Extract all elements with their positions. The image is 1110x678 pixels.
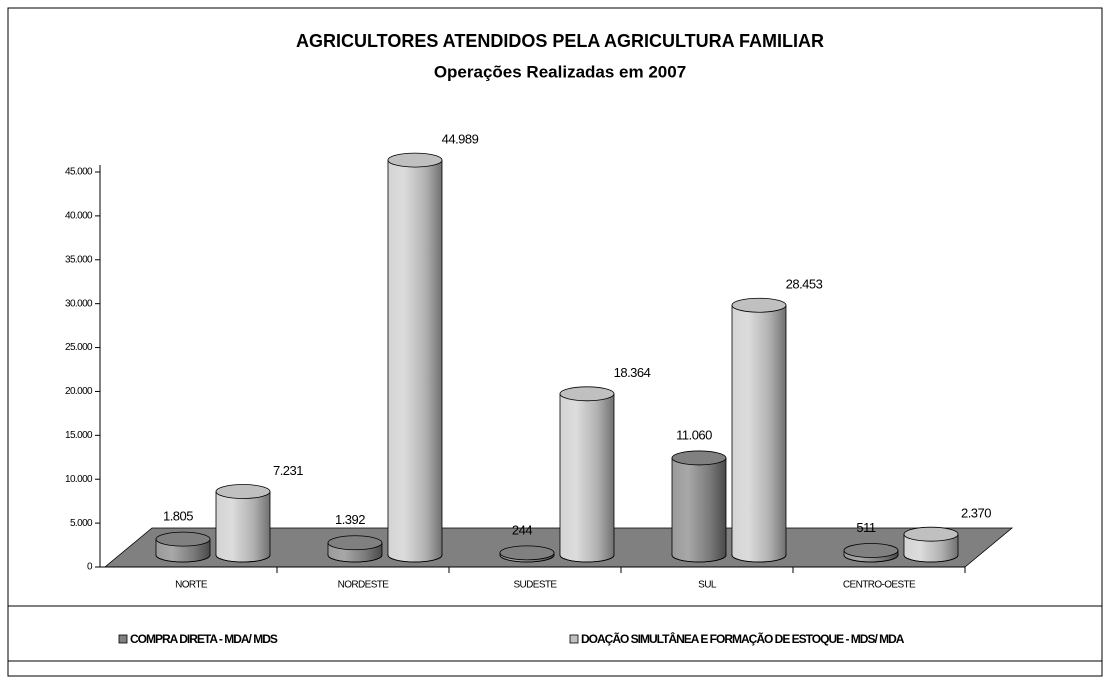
bar-side [387, 160, 443, 563]
bar-top [215, 484, 271, 499]
bar [843, 543, 899, 563]
bar-top [387, 152, 443, 168]
bar-top [903, 526, 959, 542]
value-label: 2.370 [961, 506, 991, 521]
bar [903, 526, 959, 563]
bar-top [155, 531, 211, 547]
x-tick-label: SUDESTE [513, 580, 557, 591]
y-tick-label: 5.000 [70, 518, 93, 529]
x-tick-label: NORDESTE [338, 580, 390, 591]
bar-top [327, 535, 383, 551]
y-tick-label: 35.000 [65, 254, 93, 265]
bar-side [671, 457, 727, 563]
x-tick-label: SUL [698, 580, 717, 591]
bar-side [215, 491, 271, 563]
bar [327, 535, 383, 563]
bar-side [903, 534, 959, 563]
bar-body [672, 457, 726, 555]
legend-label: COMPRA DIRETA - MDA/ MDS [130, 632, 278, 646]
y-tick-label: 40.000 [65, 211, 93, 222]
bar-top [731, 297, 787, 313]
bar-side [731, 305, 787, 563]
x-tick-label: NORTE [175, 580, 208, 591]
x-tick-label: CENTRO-OESTE [843, 580, 916, 591]
bar-top [559, 386, 615, 402]
chart-subtitle: Operações Realizadas em 2007 [434, 62, 686, 81]
y-tick-label: 10.000 [65, 474, 93, 485]
bar-side [559, 393, 615, 563]
y-tick-label: 20.000 [65, 386, 93, 397]
legend-label: DOAÇÃO SIMULTÂNEA E FORMAÇÃO DE ESTOQUE … [581, 631, 905, 646]
y-tick-label: 0 [87, 562, 93, 573]
value-label: 511 [856, 520, 875, 535]
y-tick-label: 30.000 [65, 298, 93, 309]
bar [731, 297, 787, 563]
bar-body [388, 160, 442, 555]
bar [671, 450, 727, 563]
bar-side [155, 539, 211, 563]
bar-body [732, 305, 786, 555]
value-label: 244 [512, 522, 532, 537]
bar [155, 531, 211, 563]
bar [215, 484, 271, 563]
bar-side [843, 550, 899, 563]
bar [499, 545, 555, 563]
bar-side [327, 542, 383, 563]
chart-title: AGRICULTORES ATENDIDOS PELA AGRICULTURA … [296, 31, 824, 51]
value-label: 44.989 [442, 132, 479, 147]
legend-swatch [118, 634, 128, 644]
value-label: 11.060 [676, 427, 712, 442]
legend-swatch [569, 634, 579, 644]
value-label: 1.392 [335, 512, 365, 527]
y-tick-label: 45.000 [65, 167, 93, 178]
y-tick-label: 15.000 [65, 430, 93, 441]
bar-body [560, 393, 614, 555]
value-label: 18.364 [614, 365, 651, 380]
bar-top [671, 450, 727, 466]
bar [387, 152, 443, 563]
bar-body [216, 491, 270, 555]
value-label: 28.453 [786, 277, 823, 292]
frame [7, 7, 1103, 677]
bar [559, 386, 615, 563]
value-label: 7.231 [273, 463, 303, 478]
bar-top [843, 543, 899, 558]
bar-top [499, 545, 555, 561]
value-label: 1.805 [163, 509, 193, 524]
bar-side [499, 552, 555, 563]
y-tick-label: 25.000 [65, 342, 93, 353]
